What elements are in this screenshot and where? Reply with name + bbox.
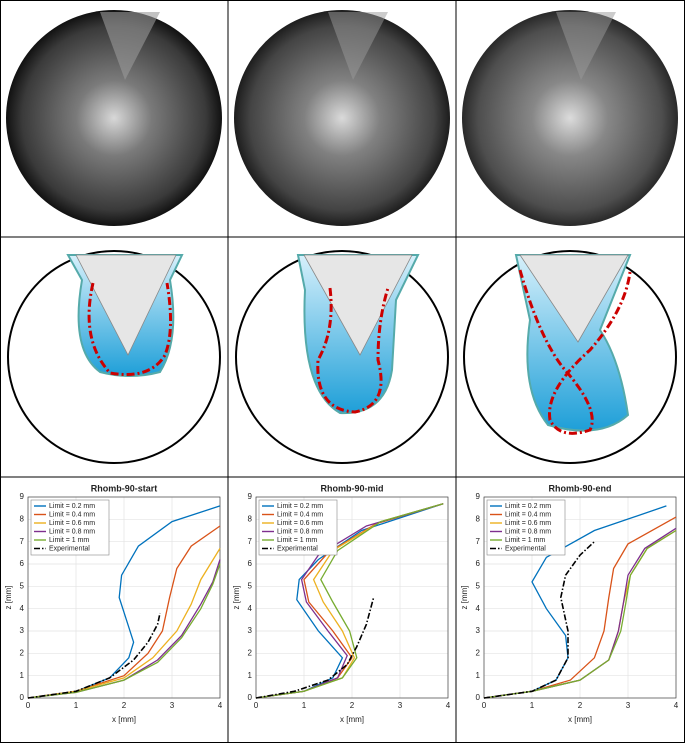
y-tick-label: 9 bbox=[248, 492, 253, 501]
x-tick-label: 4 bbox=[446, 701, 451, 710]
x-axis-label: x [mm] bbox=[112, 715, 136, 724]
y-tick-label: 4 bbox=[20, 604, 25, 613]
y-axis-label: z [mm] bbox=[232, 586, 241, 610]
y-tick-label: 4 bbox=[476, 604, 481, 613]
legend-label: Limit = 0.4 mm bbox=[505, 511, 551, 518]
series-line bbox=[27, 612, 161, 699]
y-axis-label: z [mm] bbox=[460, 586, 469, 610]
y-tick-label: 3 bbox=[476, 626, 481, 635]
plot-frame bbox=[483, 496, 677, 699]
x-axis-label: x [mm] bbox=[568, 715, 592, 724]
diagrams bbox=[7, 250, 677, 464]
series-line bbox=[483, 529, 677, 699]
y-tick-label: 9 bbox=[20, 492, 25, 501]
legend-label: Limit = 0.6 mm bbox=[277, 520, 323, 527]
y-tick-label: 1 bbox=[248, 671, 253, 680]
y-tick-label: 6 bbox=[476, 559, 481, 568]
y-tick-label: 3 bbox=[20, 626, 25, 635]
series-line bbox=[27, 563, 221, 699]
legend-label: Limit = 0.6 mm bbox=[49, 520, 95, 527]
y-tick-label: 8 bbox=[20, 514, 25, 523]
legend-label: Limit = 1 mm bbox=[277, 537, 317, 544]
legend-label: Experimental bbox=[49, 545, 90, 552]
y-tick-label: 7 bbox=[476, 537, 481, 546]
y-tick-label: 2 bbox=[20, 648, 25, 657]
y-tick-label: 0 bbox=[20, 693, 25, 702]
legend-label: Limit = 0.6 mm bbox=[505, 520, 551, 527]
legend-label: Limit = 0.8 mm bbox=[277, 528, 323, 535]
y-tick-label: 2 bbox=[248, 648, 253, 657]
y-tick-label: 0 bbox=[248, 693, 253, 702]
chart-title: Rhomb-90-start bbox=[91, 483, 158, 493]
series-line bbox=[27, 525, 221, 699]
y-tick-label: 6 bbox=[248, 559, 253, 568]
legend-box bbox=[258, 499, 338, 556]
x-tick-label: 1 bbox=[74, 701, 79, 710]
y-tick-label: 1 bbox=[20, 671, 25, 680]
legend-label: Limit = 1 mm bbox=[505, 537, 545, 544]
legend-box bbox=[486, 499, 566, 556]
legend-box bbox=[30, 499, 110, 556]
y-tick-label: 9 bbox=[476, 492, 481, 501]
y-tick-label: 0 bbox=[476, 693, 481, 702]
y-tick-label: 4 bbox=[248, 604, 253, 613]
series-line bbox=[255, 597, 375, 699]
y-tick-label: 3 bbox=[248, 626, 253, 635]
y-tick-label: 1 bbox=[476, 671, 481, 680]
series-line bbox=[483, 516, 677, 699]
x-tick-label: 4 bbox=[218, 701, 223, 710]
x-tick-label: 0 bbox=[254, 701, 259, 710]
legend-label: Limit = 0.8 mm bbox=[505, 528, 551, 535]
legend-label: Limit = 0.2 mm bbox=[505, 503, 551, 510]
x-tick-label: 4 bbox=[674, 701, 679, 710]
y-axis-label: z [mm] bbox=[4, 586, 13, 610]
plot-frame bbox=[27, 496, 221, 699]
x-tick-label: 1 bbox=[302, 701, 307, 710]
x-tick-label: 1 bbox=[530, 701, 535, 710]
photos bbox=[6, 10, 678, 226]
y-tick-label: 2 bbox=[476, 648, 481, 657]
chart-title: Rhomb-90-end bbox=[549, 483, 612, 493]
series-line bbox=[255, 503, 444, 699]
x-tick-label: 3 bbox=[170, 701, 175, 710]
legend-label: Limit = 0.4 mm bbox=[277, 511, 323, 518]
legend-label: Limit = 0.8 mm bbox=[49, 528, 95, 535]
legend-label: Limit = 0.2 mm bbox=[277, 503, 323, 510]
x-tick-label: 0 bbox=[26, 701, 31, 710]
x-tick-label: 2 bbox=[350, 701, 355, 710]
y-tick-label: 7 bbox=[248, 537, 253, 546]
legend-label: Experimental bbox=[505, 545, 546, 552]
legend-label: Limit = 1 mm bbox=[49, 537, 89, 544]
x-tick-label: 2 bbox=[578, 701, 583, 710]
x-tick-label: 0 bbox=[482, 701, 487, 710]
chart-title: Rhomb-90-mid bbox=[321, 483, 384, 493]
x-tick-label: 3 bbox=[398, 701, 403, 710]
x-axis-label: x [mm] bbox=[340, 715, 364, 724]
y-tick-label: 5 bbox=[476, 581, 481, 590]
y-tick-label: 8 bbox=[248, 514, 253, 523]
series-line bbox=[27, 548, 221, 699]
x-tick-label: 3 bbox=[626, 701, 631, 710]
series-line bbox=[483, 541, 595, 699]
legend-label: Limit = 0.2 mm bbox=[49, 503, 95, 510]
y-tick-label: 5 bbox=[248, 581, 253, 590]
y-tick-label: 5 bbox=[20, 581, 25, 590]
legend-label: Limit = 0.4 mm bbox=[49, 511, 95, 518]
x-tick-label: 2 bbox=[122, 701, 127, 710]
legend-label: Experimental bbox=[277, 545, 318, 552]
y-tick-label: 7 bbox=[20, 537, 25, 546]
y-tick-label: 8 bbox=[476, 514, 481, 523]
plot-frame bbox=[255, 496, 449, 699]
y-tick-label: 6 bbox=[20, 559, 25, 568]
series-line bbox=[255, 503, 444, 699]
